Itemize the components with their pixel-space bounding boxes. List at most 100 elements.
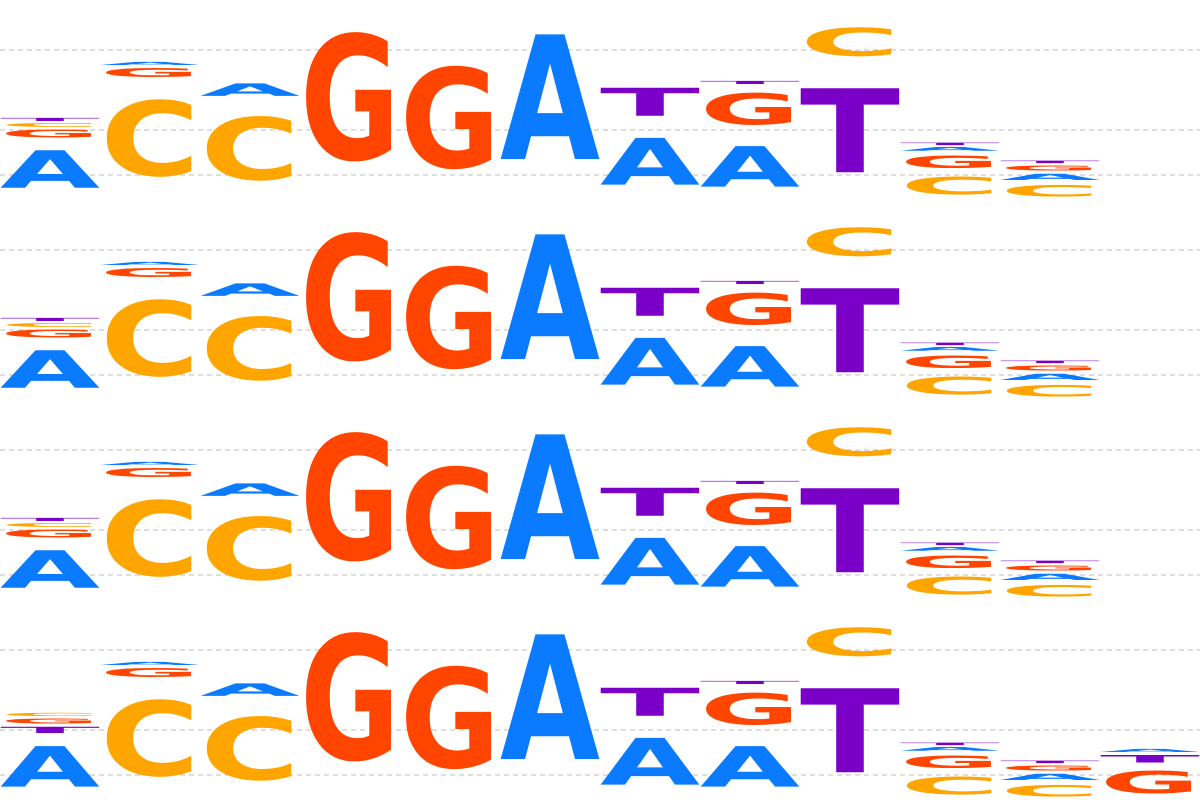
logo-letter-c: C — [900, 372, 1000, 400]
logo-letter-a: A — [200, 280, 300, 300]
logo-letter-a: A — [600, 526, 700, 601]
logo-letter-t: T — [0, 117, 100, 122]
logo-letter-c: C — [100, 281, 200, 400]
logo-letter-a: A — [600, 126, 700, 201]
logo-letter-g: G — [1000, 764, 1100, 772]
logo-letter-a: A — [1000, 372, 1100, 382]
logo-letter-t: T — [600, 81, 700, 126]
logo-letter-c: C — [0, 122, 100, 128]
logo-letter-g: G — [900, 552, 1000, 572]
logo-letter-g: G — [900, 152, 1000, 172]
logo-letter-a: A — [700, 536, 800, 600]
logo-letter-g: G — [0, 128, 100, 140]
logo-letter-c: C — [200, 100, 300, 200]
logo-letter-c: C — [800, 420, 900, 465]
logo-letter-g: G — [1000, 364, 1100, 372]
logo-letter-a: A — [500, 400, 600, 600]
logo-letter-t: T — [700, 280, 800, 285]
logo-letter-g: G — [400, 640, 500, 799]
logo-letter-t: T — [0, 517, 100, 522]
logo-letter-c: C — [200, 700, 300, 800]
logo-letter-t: T — [800, 466, 900, 600]
logo-letter-a: A — [1000, 172, 1100, 182]
logo-letter-g: G — [400, 440, 500, 599]
logo-letter-g: G — [0, 528, 100, 540]
logo-letter-g: G — [0, 328, 100, 340]
logo-letter-a: A — [200, 680, 300, 700]
logo-letter-c: C — [0, 522, 100, 528]
logo-letter-c: C — [200, 300, 300, 400]
logo-letter-g: G — [100, 666, 200, 680]
logo-letter-a: A — [1000, 572, 1100, 582]
logo-letter-a: A — [500, 0, 600, 200]
logo-letter-a: A — [0, 736, 100, 800]
logo-letter-c: C — [900, 772, 1000, 800]
logo-letter-c: C — [1000, 582, 1100, 600]
logo-letter-a: A — [600, 726, 700, 800]
logo-letter-t: T — [1000, 760, 1100, 764]
logo-letter-a: A — [1000, 772, 1100, 782]
logo-letter-t: T — [1100, 753, 1200, 765]
logo-letter-t: T — [1000, 360, 1100, 364]
logo-letter-t: T — [700, 80, 800, 85]
logo-letter-c: C — [100, 481, 200, 600]
logo-letter-t: T — [900, 342, 1000, 346]
logo-letter-a: A — [100, 461, 200, 466]
logo-letter-c: C — [800, 20, 900, 65]
logo-letter-g: G — [300, 1, 400, 200]
logo-letter-g: G — [400, 240, 500, 399]
logo-letter-g: G — [700, 85, 800, 135]
logo-letter-c: C — [0, 322, 100, 328]
logo-letter-c: C — [1000, 782, 1100, 800]
logo-letter-c: C — [900, 572, 1000, 600]
logo-letter-c: C — [200, 500, 300, 600]
logo-letter-g: G — [300, 201, 400, 400]
logo-letter-g: G — [100, 66, 200, 80]
logo-letter-a: A — [600, 326, 700, 401]
logo-letter-c: C — [100, 681, 200, 800]
logo-letter-a: A — [0, 541, 100, 600]
logo-letter-t: T — [800, 666, 900, 800]
logo-letter-g: G — [1000, 564, 1100, 572]
logo-letter-a: A — [100, 661, 200, 666]
logo-letter-c: C — [1000, 182, 1100, 200]
logo-letter-t: T — [800, 266, 900, 400]
logo-letter-g: G — [100, 266, 200, 280]
logo-letter-a: A — [0, 141, 100, 200]
logo-letter-g: G — [0, 717, 100, 725]
logo-letter-t: T — [700, 480, 800, 485]
logo-letter-a: A — [100, 261, 200, 266]
logo-letter-t: T — [900, 142, 1000, 146]
logo-letter-a: A — [900, 546, 1000, 552]
logo-letter-g: G — [700, 685, 800, 735]
logo-letter-c: C — [0, 712, 100, 717]
logo-letter-a: A — [900, 346, 1000, 352]
logo-letter-t: T — [700, 680, 800, 685]
logo-letter-g: G — [300, 401, 400, 600]
logo-letter-c: C — [900, 172, 1000, 200]
logo-letter-c: C — [800, 220, 900, 265]
logo-letter-g: G — [1000, 164, 1100, 172]
logo-letter-t: T — [1000, 160, 1100, 164]
logo-letter-c: C — [100, 81, 200, 200]
logo-letter-g: G — [700, 285, 800, 335]
logo-letter-a: A — [900, 146, 1000, 152]
logo-letter-a: A — [700, 336, 800, 400]
logo-letter-g: G — [900, 752, 1000, 772]
logo-letter-a: A — [0, 341, 100, 400]
logo-letter-a: A — [700, 736, 800, 800]
logo-letter-g: G — [900, 352, 1000, 372]
logo-letter-a: A — [700, 136, 800, 200]
logo-letter-g: G — [100, 466, 200, 480]
logo-letter-t: T — [600, 481, 700, 526]
logo-letter-a: A — [500, 600, 600, 800]
logo-letter-a: A — [1100, 748, 1200, 753]
logo-letter-a: A — [100, 61, 200, 66]
logo-letter-c: C — [800, 620, 900, 665]
logo-letter-a: A — [200, 480, 300, 500]
